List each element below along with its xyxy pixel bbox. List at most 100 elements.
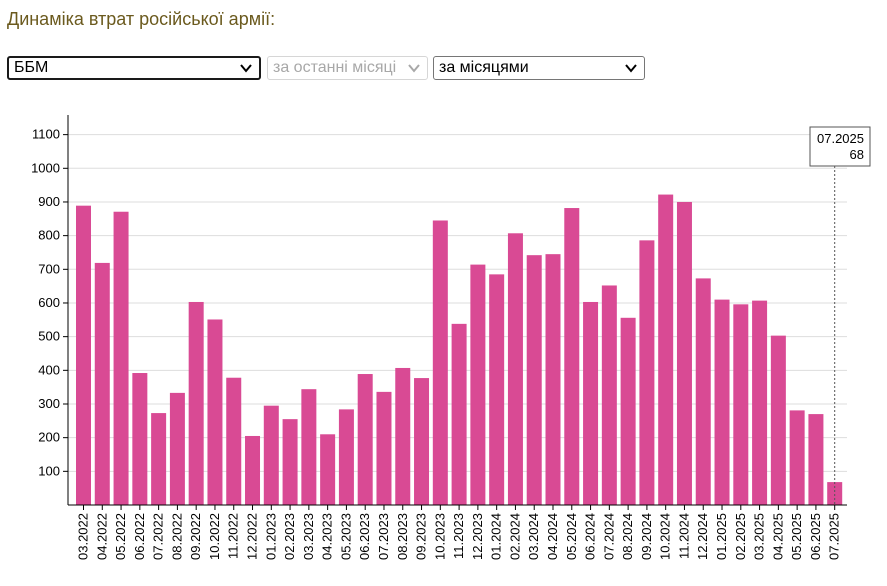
y-tick-label: 400 (38, 362, 60, 377)
x-tick-label: 12.2024 (695, 513, 710, 560)
x-tick-label: 11.2024 (676, 513, 691, 559)
tick-labels: 100 200 300 400 500 600 700 800 900 1000 1100 03.20… (31, 127, 842, 560)
bar (526, 255, 542, 505)
x-tick-label: 12.2022 (245, 513, 260, 560)
tooltip-value: 68 (850, 147, 864, 162)
bar (282, 419, 298, 505)
period-select-value: за останні місяці (273, 59, 397, 76)
tooltip-label: 07.2025 (817, 131, 864, 146)
bar (507, 233, 523, 506)
loss-bar-chart: 100 200 300 400 500 600 700 800 900 1000 1100 03.20… (31, 115, 871, 560)
x-tick-label: 05.2024 (564, 513, 579, 560)
grouping-select-value: за місяцями (439, 59, 529, 76)
metric-select-value: ББМ (14, 59, 49, 76)
x-tick-label: 01.2025 (714, 513, 729, 560)
y-tick-label: 800 (38, 228, 60, 243)
bar (432, 220, 448, 505)
bar (263, 405, 279, 505)
bar (357, 374, 373, 505)
bar (113, 211, 129, 505)
x-tick-label: 07.2022 (151, 513, 166, 560)
bar (620, 317, 636, 505)
y-tick-label: 1000 (31, 160, 60, 175)
bar (414, 378, 430, 505)
bar (451, 323, 467, 505)
bar (564, 208, 580, 505)
x-tick-label: 04.2025 (770, 513, 785, 560)
bar (395, 367, 411, 505)
y-tick-label: 700 (38, 261, 60, 276)
x-tick-label: 06.2024 (583, 513, 598, 560)
bar (695, 278, 711, 505)
y-tick-label: 600 (38, 295, 60, 310)
tooltip-box (809, 126, 871, 167)
bar (714, 299, 730, 505)
y-tick-label: 1100 (32, 127, 60, 142)
bar (808, 414, 824, 505)
bar (188, 301, 204, 505)
x-tick-label: 10.2024 (658, 513, 673, 560)
x-tick-label: 01.2024 (489, 513, 504, 560)
y-tick-label: 200 (38, 430, 60, 445)
x-tick-label: 04.2024 (545, 513, 560, 560)
x-tick-label: 05.2022 (113, 513, 128, 560)
bar (245, 435, 261, 505)
x-tick-label: 04.2023 (320, 513, 335, 560)
x-tick-label: 11.2023 (451, 513, 466, 559)
x-tick-label: 03.2025 (752, 513, 767, 560)
x-tick-label: 06.2022 (132, 513, 147, 560)
x-tick-label: 05.2023 (338, 513, 353, 560)
x-tick-label: 02.2025 (733, 513, 748, 560)
bar (301, 389, 317, 505)
x-tick-label: 08.2024 (620, 513, 635, 560)
x-tick-label: 01.2023 (263, 513, 278, 560)
x-tick-label: 07.2025 (827, 513, 842, 560)
bar (76, 205, 91, 505)
x-tick-label: 08.2023 (395, 513, 410, 560)
period-select[interactable]: за останні місяці (267, 56, 428, 80)
bar (376, 391, 392, 505)
bar (676, 201, 692, 505)
bar (207, 319, 223, 505)
x-tick-label: 02.2024 (507, 513, 522, 560)
chevron-down-icon (408, 64, 420, 73)
x-tick-label: 05.2025 (789, 513, 804, 560)
bar (752, 300, 768, 505)
bar (151, 413, 167, 505)
x-tick-label: 09.2024 (639, 513, 654, 560)
bar (733, 304, 749, 505)
bar (827, 482, 843, 505)
x-tick-label: 04.2022 (94, 513, 109, 560)
x-tick-label: 09.2022 (188, 513, 203, 560)
x-tick-label: 07.2024 (601, 513, 616, 560)
x-tick-label: 06.2025 (808, 513, 823, 560)
x-tick-label: 06.2023 (357, 513, 372, 560)
bar (94, 262, 110, 505)
x-tick-label: 03.2022 (76, 513, 91, 560)
x-tick-label: 12.2023 (470, 513, 485, 560)
bar (132, 373, 148, 505)
metric-select[interactable]: ББМ (7, 56, 261, 80)
x-tick-label: 02.2023 (282, 513, 297, 560)
y-tick-label: 100 (38, 463, 60, 478)
grouping-select[interactable]: за місяцями (433, 56, 645, 80)
bar (226, 377, 242, 505)
x-tick-label: 10.2022 (207, 513, 222, 560)
x-tick-label: 11.2022 (226, 513, 241, 559)
x-tick-label: 08.2022 (169, 513, 184, 560)
bar (789, 410, 805, 505)
x-tick-label: 10.2023 (432, 513, 447, 560)
y-tick-label: 500 (38, 329, 60, 344)
bar (639, 240, 655, 505)
bar (583, 301, 599, 505)
bar (338, 409, 354, 505)
chevron-down-icon (240, 64, 252, 73)
y-tick-label: 900 (38, 194, 60, 209)
x-tick-label: 09.2023 (414, 513, 429, 560)
x-tick-label: 03.2024 (526, 513, 541, 560)
bar (545, 254, 561, 505)
bar (658, 194, 674, 505)
bar (489, 274, 505, 505)
page-title: Динаміка втрат російської армії: (7, 9, 276, 29)
